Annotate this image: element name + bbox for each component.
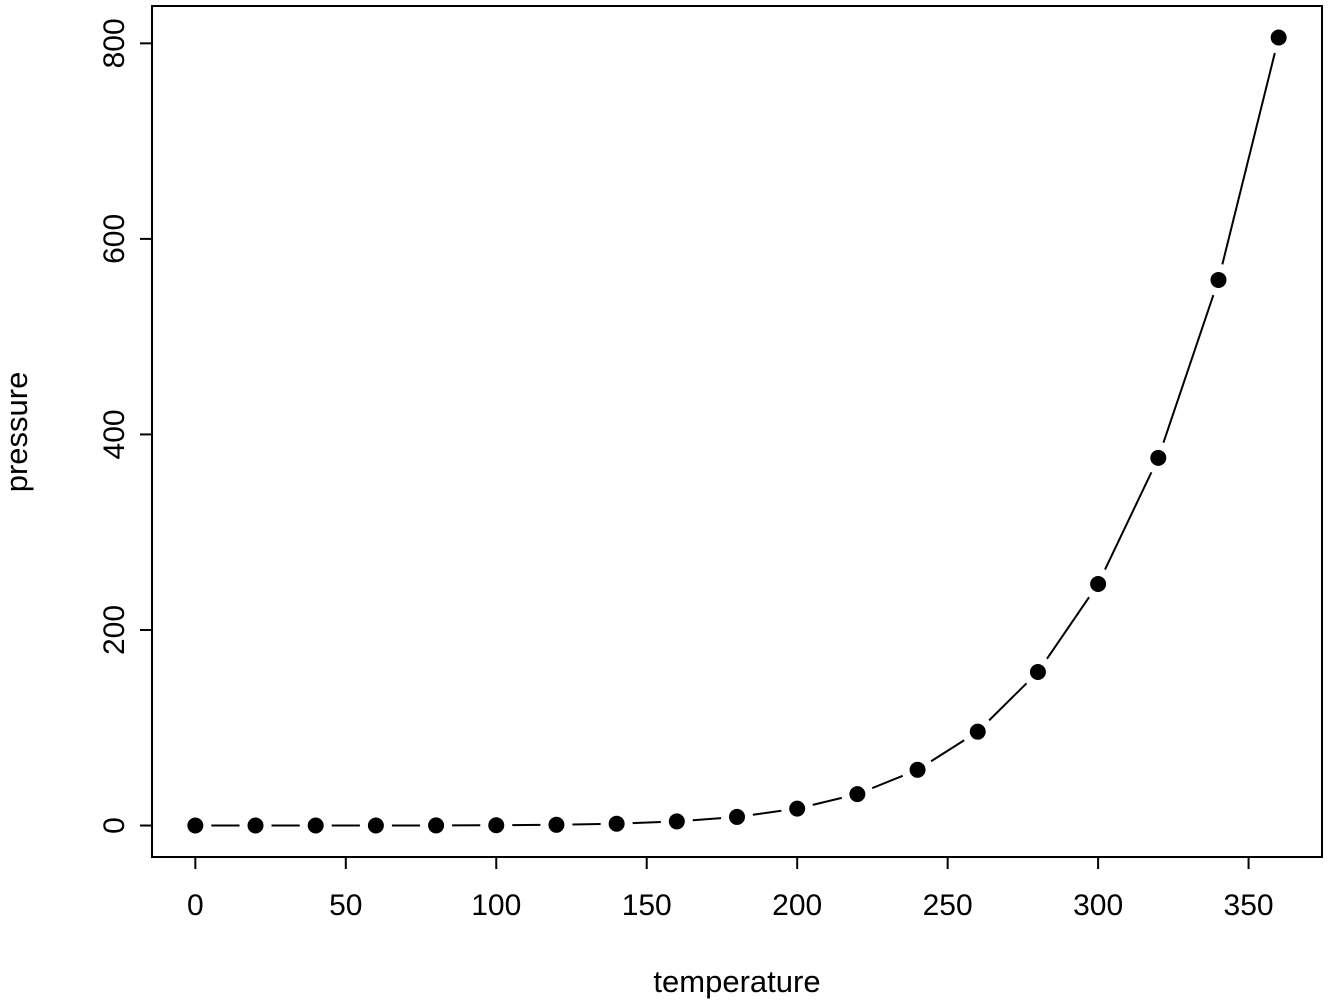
y-tick-label: 800	[98, 18, 131, 68]
data-point	[307, 817, 324, 834]
x-tick-label: 0	[187, 889, 204, 922]
series-segment	[1104, 471, 1153, 571]
plot-border	[151, 5, 1323, 858]
x-tick-label: 200	[772, 889, 822, 922]
data-point	[488, 817, 505, 834]
x-axis-label: temperature	[653, 964, 820, 999]
data-point	[608, 815, 625, 832]
data-point	[247, 817, 264, 834]
y-tick-label: 200	[98, 605, 131, 655]
data-point	[909, 761, 926, 778]
data-point	[428, 817, 445, 834]
series-segment	[812, 796, 843, 806]
data-point	[1090, 576, 1107, 593]
y-tick-label: 400	[98, 409, 131, 459]
y-axis-label: pressure	[0, 372, 34, 493]
series-segment	[1046, 596, 1090, 660]
data-point	[849, 786, 866, 803]
data-point	[1029, 664, 1046, 681]
x-tick-label: 50	[329, 889, 362, 922]
series-segment	[1221, 52, 1276, 265]
data-point	[1210, 271, 1227, 288]
y-tick-label: 600	[98, 214, 131, 264]
data-point	[668, 813, 685, 830]
x-tick-label: 150	[622, 889, 672, 922]
data-point	[1150, 449, 1167, 466]
data-point	[969, 723, 986, 740]
data-point	[367, 817, 384, 834]
x-tick-label: 100	[471, 889, 521, 922]
series-segment	[632, 821, 661, 825]
data-point	[548, 816, 565, 833]
data-point	[789, 800, 806, 817]
data-point	[187, 817, 204, 834]
data-point	[729, 808, 745, 825]
y-tick-label: 0	[98, 817, 131, 834]
x-tick-label: 250	[923, 889, 973, 922]
series-segment	[930, 739, 965, 763]
series-segment	[871, 774, 904, 790]
x-tick-label: 350	[1224, 889, 1274, 922]
series-segment	[988, 682, 1028, 722]
series-segment	[572, 822, 601, 826]
data-point	[1270, 29, 1287, 46]
series-segment	[1162, 294, 1215, 444]
series-segment	[692, 817, 722, 822]
x-tick-label: 300	[1073, 889, 1123, 922]
series-segment	[752, 809, 782, 816]
